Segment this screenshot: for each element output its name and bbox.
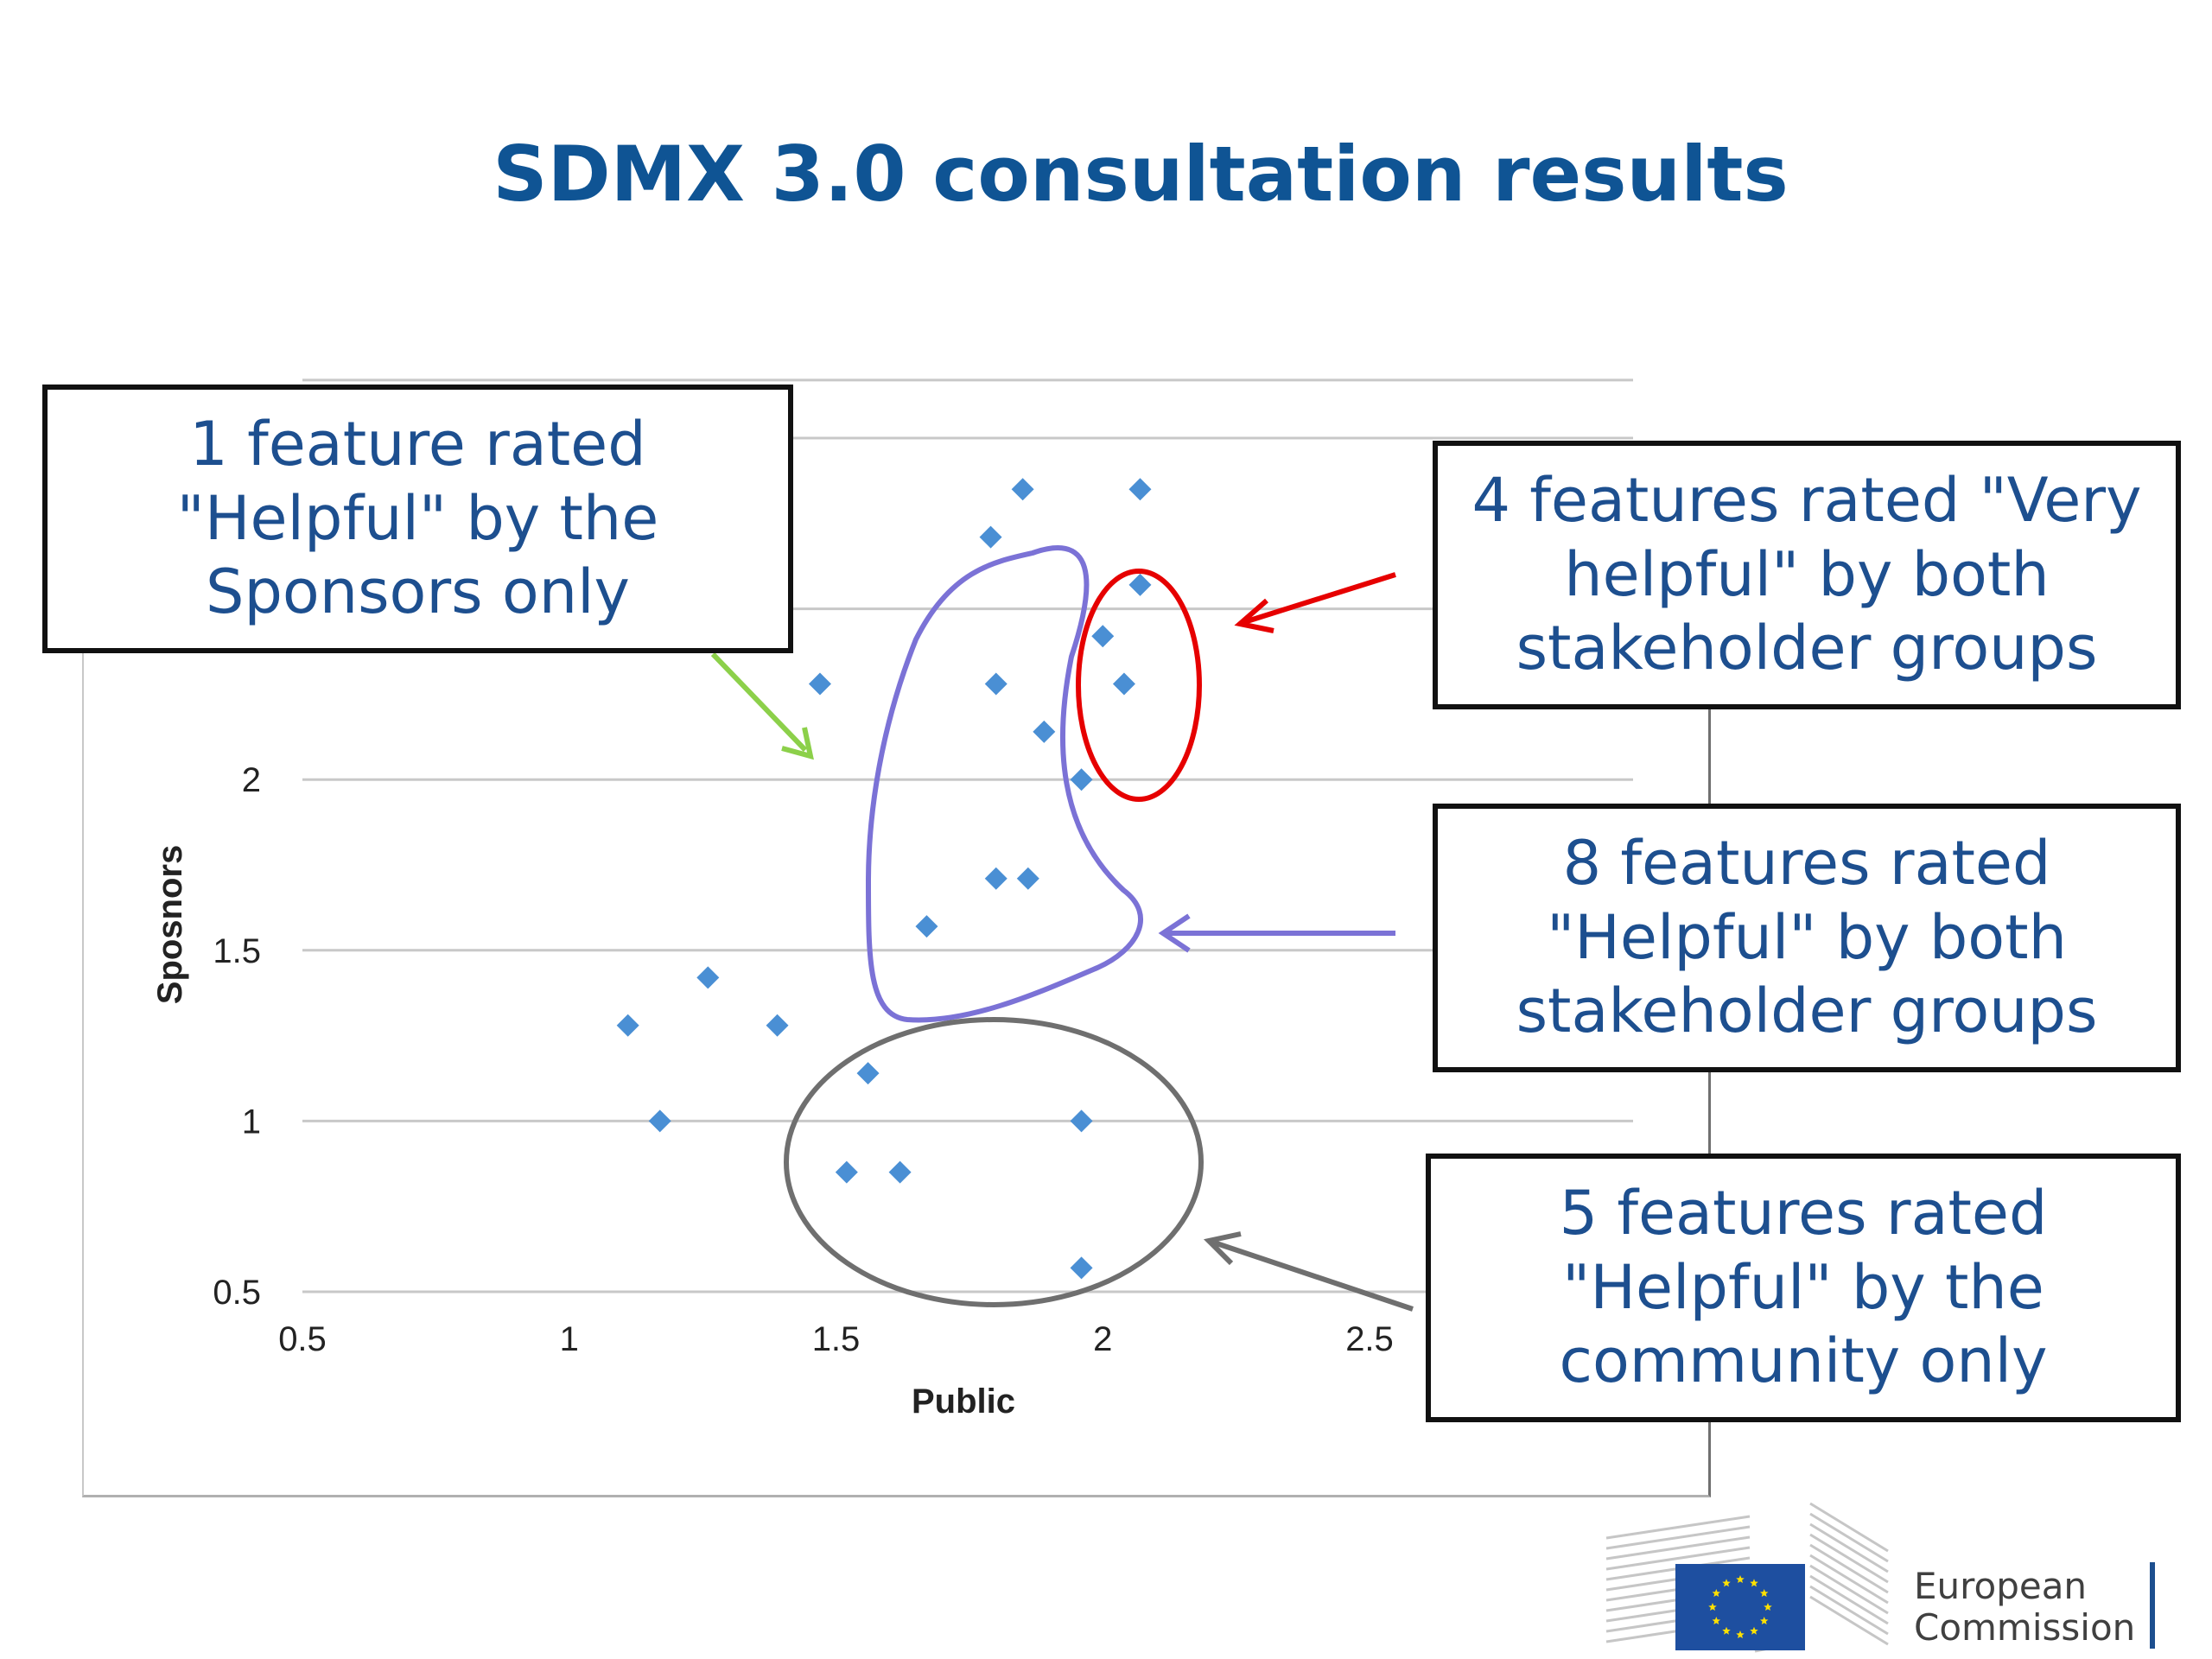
callout-line: "Helpful" by the <box>176 482 659 554</box>
data-point <box>888 1160 912 1184</box>
data-point <box>1016 867 1039 890</box>
eu-stars <box>1708 1575 1772 1639</box>
data-point <box>984 672 1007 696</box>
eu-star <box>1712 1589 1721 1598</box>
data-point <box>915 915 938 938</box>
data-point <box>835 1160 858 1184</box>
callout-line: "Helpful" by both <box>1547 901 2067 973</box>
callout-very-helpful-both: 4 features rated "Very helpful" by both … <box>1433 441 2181 709</box>
x-tick-labels: 0.5 1 1.5 2 2.5 <box>278 1320 1394 1358</box>
data-point <box>696 966 720 989</box>
data-point <box>616 1014 639 1037</box>
very-helpful-arrow <box>1234 572 1396 633</box>
data-point <box>1128 478 1152 501</box>
callout-line: 8 features rated <box>1562 828 2051 899</box>
eu-star <box>1750 1626 1758 1635</box>
ec-logo-line: Commission <box>1914 1606 2136 1649</box>
callout-line: 5 features rated <box>1559 1178 2048 1249</box>
eu-star <box>1759 1589 1769 1598</box>
x-tick-label: 0.5 <box>278 1320 327 1358</box>
y-axis-label: Sposnors <box>151 845 189 1004</box>
data-point <box>979 525 1002 549</box>
sponsors-arrow <box>710 652 814 760</box>
data-point <box>648 1109 671 1133</box>
callout-line: community only <box>1559 1325 2048 1397</box>
data-point <box>856 1062 880 1085</box>
x-tick-label: 2.5 <box>1345 1320 1394 1358</box>
eu-star <box>1712 1617 1721 1625</box>
y-tick-label: 1 <box>242 1103 261 1141</box>
x-axis-label: Public <box>912 1382 1015 1421</box>
ec-logo-bar <box>2150 1562 2155 1649</box>
data-point <box>1070 768 1093 791</box>
callout-helpful-both: 8 features rated "Helpful" by both stake… <box>1433 804 2181 1072</box>
data-point <box>984 867 1007 890</box>
eu-star <box>1736 1575 1745 1584</box>
community-group-outline <box>784 1017 1204 1307</box>
y-tick-label: 2 <box>242 761 261 799</box>
data-point <box>1112 672 1135 696</box>
eu-star <box>1722 1579 1731 1587</box>
eu-star <box>1708 1603 1717 1611</box>
ec-logo-text: European Commission <box>1914 1565 2136 1649</box>
x-tick-label: 1.5 <box>812 1320 861 1358</box>
data-point <box>1070 1256 1093 1280</box>
data-points <box>616 478 1152 1280</box>
callout-line: 4 features rated "Very <box>1471 465 2142 537</box>
data-point <box>1091 625 1115 648</box>
callout-line: 1 feature rated <box>189 409 646 480</box>
helpful-both-arrow <box>1158 913 1395 953</box>
callout-community-only: 5 features rated "Helpful" by the commun… <box>1426 1154 2181 1422</box>
eu-star <box>1759 1617 1769 1625</box>
callout-line: helpful" by both <box>1564 538 2050 610</box>
data-point <box>1011 478 1034 501</box>
x-tick-label: 2 <box>1093 1320 1112 1358</box>
very-helpful-group-outline <box>1076 569 1202 802</box>
callout-line: stakeholder groups <box>1516 976 2098 1047</box>
callout-sponsors-only: 1 feature rated "Helpful" by the Sponsor… <box>42 385 793 653</box>
slide-title: SDMX 3.0 consultation results <box>493 130 1789 219</box>
european-commission-logo <box>1605 1502 1889 1653</box>
data-point <box>808 672 831 696</box>
y-tick-label: 0.5 <box>213 1274 261 1312</box>
eu-star <box>1736 1630 1745 1639</box>
x-tick-label: 1 <box>560 1320 579 1358</box>
eu-star <box>1722 1626 1731 1635</box>
data-point <box>1033 720 1056 743</box>
callout-line: stakeholder groups <box>1516 613 2098 684</box>
y-tick-label: 1.5 <box>213 932 261 970</box>
ec-logo-line: European <box>1914 1565 2088 1607</box>
helpful-both-group-outline <box>865 545 1143 1023</box>
data-point <box>1128 573 1152 596</box>
callout-line: "Helpful" by the <box>1562 1251 2044 1323</box>
gridlines <box>302 378 1633 1294</box>
eu-star <box>1764 1603 1772 1611</box>
callout-line: Sponsors only <box>206 556 630 628</box>
eu-star <box>1750 1579 1758 1587</box>
community-arrow <box>1203 1231 1414 1312</box>
data-point <box>1070 1109 1093 1133</box>
y-tick-labels: 0.511.522.5 <box>213 591 261 1312</box>
data-point <box>766 1014 789 1037</box>
